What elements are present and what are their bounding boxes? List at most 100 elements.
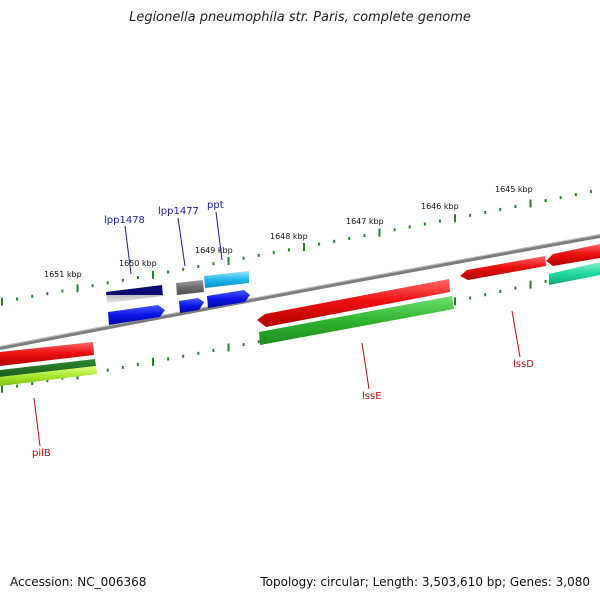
outer-tick-39 [589, 190, 592, 194]
map-title: Legionella pneumophila str. Paris, compl… [129, 10, 471, 25]
topology-text: Topology: circular; Length: 3,503,610 bp… [260, 575, 590, 589]
outer-tick-20 [303, 243, 305, 251]
inner-tick-3 [46, 379, 49, 383]
gene-green-large[interactable] [259, 296, 454, 345]
inner-tick-34 [514, 286, 517, 290]
forward-genes [106, 244, 600, 303]
inner-tick-15 [227, 343, 230, 352]
outer-tick-27 [408, 225, 411, 229]
outer-tick-24 [363, 234, 366, 238]
label-lssE: lssE [362, 391, 382, 402]
outer-tick-10 [152, 270, 154, 279]
inner-tick-1 [16, 384, 19, 388]
reverse-genes [0, 279, 454, 386]
outer-tick-3 [46, 292, 49, 296]
outer-tick-30 [454, 214, 456, 223]
tick-label-1648: 1648 kbp [270, 232, 308, 241]
gene-lpp1477[interactable] [176, 280, 204, 295]
gene-right-teal[interactable] [549, 262, 600, 285]
gene-blue-3[interactable] [207, 290, 250, 308]
inner-tick-9 [136, 363, 139, 367]
outer-tick-38 [574, 193, 577, 197]
gene-right-red[interactable] [546, 244, 600, 266]
gene-pilB[interactable] [0, 359, 96, 377]
outer-tick-13 [197, 265, 200, 268]
outer-tick-22 [333, 239, 336, 243]
leader-lssD [511, 310, 521, 358]
gene-left-yellowgreen[interactable] [0, 366, 97, 386]
gene-left-red[interactable] [0, 342, 94, 366]
outer-tick-19 [287, 248, 290, 252]
outer-tick-4 [61, 289, 64, 293]
leader-pilB [33, 397, 41, 447]
gene-blue-1[interactable] [108, 305, 165, 325]
outer-tick-16 [242, 256, 245, 260]
outer-tick-28 [423, 222, 426, 226]
outer-tick-1 [16, 297, 19, 301]
outer-tick-7 [106, 281, 109, 285]
inner-tick-36 [544, 279, 547, 283]
outer-tick-11 [167, 270, 170, 274]
leader-lpp1477 [177, 217, 186, 267]
gene-lssD[interactable] [460, 256, 546, 280]
outer-tick-6 [91, 284, 94, 288]
tick-label-1649: 1649 kbp [195, 246, 233, 255]
inner-tick-2 [31, 382, 34, 385]
outer-tick-37 [559, 196, 562, 200]
outer-tick-8 [121, 278, 124, 282]
leader-ppt [215, 211, 223, 261]
gene-labels: lpp1478 lpp1477 ppt lssE lssD pilB [32, 200, 534, 459]
outer-tick-25 [378, 228, 381, 237]
outer-tick-34 [514, 205, 517, 208]
inner-tick-11 [167, 357, 170, 361]
outer-tick-21 [318, 242, 321, 246]
inner-tick-32 [484, 293, 487, 297]
inner-tick-14 [212, 348, 215, 352]
gene-blue-2[interactable] [179, 298, 204, 313]
tick-label-1650: 1650 kbp [119, 259, 157, 268]
outer-tick-17 [257, 253, 260, 257]
gene-lssE[interactable] [257, 279, 450, 327]
outer-tick-26 [393, 228, 396, 232]
gene-ppt[interactable] [204, 271, 249, 288]
outer-tick-32 [484, 210, 487, 214]
accession-text: Accession: NC_006368 [10, 575, 147, 589]
label-ppt: ppt [207, 200, 224, 211]
inner-tick-35 [529, 280, 532, 289]
inner-tick-10 [152, 357, 154, 366]
genome-backbone-highlight [0, 234, 600, 347]
leader-lssE [361, 342, 370, 390]
inner-tick-13 [197, 351, 200, 355]
outer-tick-36 [544, 199, 547, 203]
inner-tick-7 [106, 368, 109, 372]
gene-lpp1478[interactable] [106, 285, 163, 303]
tick-label-1645: 1645 kbp [495, 185, 533, 194]
inner-tick-8 [121, 365, 124, 369]
label-lpp1478: lpp1478 [104, 215, 145, 226]
inner-tick-12 [182, 354, 185, 358]
label-pilB: pilB [32, 448, 51, 459]
inner-tick-17 [257, 340, 260, 344]
tick-label-1651: 1651 kbp [44, 270, 82, 279]
leader-lpp1478 [124, 225, 132, 275]
outer-tick-23 [348, 236, 351, 240]
outer-tick-track [1, 190, 592, 306]
tick-label-1647: 1647 kbp [346, 217, 384, 226]
outer-tick-9 [136, 276, 139, 279]
outer-tick-2 [31, 294, 34, 298]
inner-tick-0 [1, 384, 3, 393]
outer-tick-14 [212, 262, 215, 266]
label-lssD: lssD [513, 359, 534, 370]
outer-tick-12 [182, 267, 185, 271]
tick-label-1646: 1646 kbp [421, 202, 459, 211]
tick-labels: 1651 kbp 1650 kbp 1649 kbp 1648 kbp 1647… [44, 185, 533, 279]
outer-tick-18 [272, 251, 275, 255]
inner-tick-16 [242, 343, 245, 347]
outer-tick-15 [227, 257, 230, 265]
inner-tick-31 [469, 296, 472, 300]
genome-backbone [0, 234, 600, 350]
outer-tick-29 [438, 219, 441, 223]
leader-lines [33, 211, 521, 447]
outer-tick-33 [499, 207, 502, 211]
